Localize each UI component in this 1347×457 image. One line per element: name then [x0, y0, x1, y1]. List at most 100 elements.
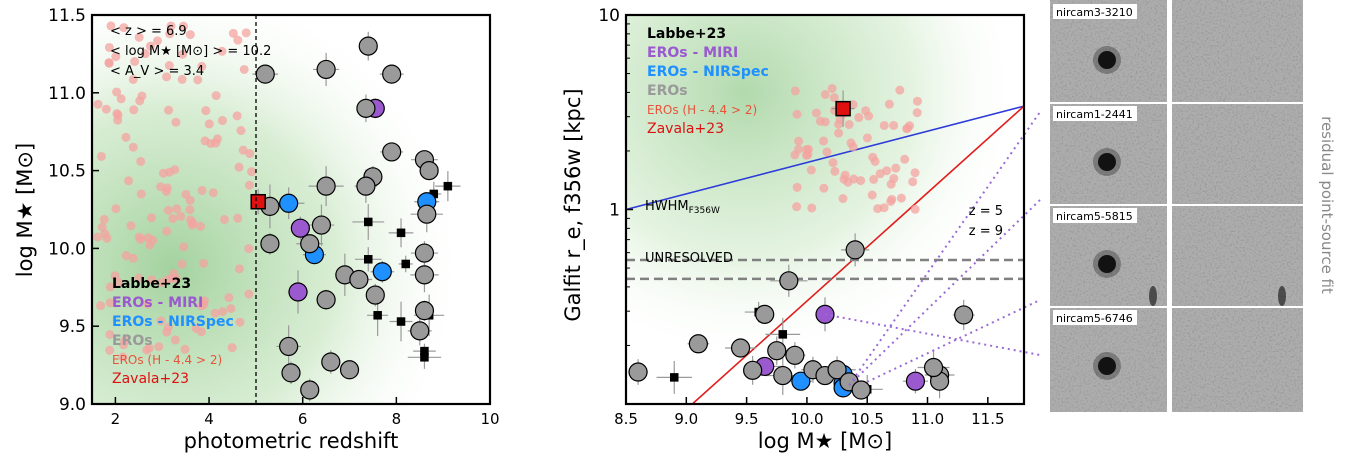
cutout-label-background	[1053, 4, 1137, 19]
data-point-labbe-23	[364, 217, 373, 227]
data-point-eros	[414, 243, 435, 263]
legend-entry: EROs (H - 4.4 > 2)	[647, 103, 757, 117]
background-ero-point	[244, 289, 254, 299]
background-ero-point	[177, 259, 187, 269]
background-ero-point	[162, 72, 172, 82]
background-ero-point	[794, 136, 804, 146]
background-ero-point	[829, 93, 839, 103]
cutout-grid: nircam3-3210 nircam1-2441 nircam5-5815 nirc…	[1050, 0, 1303, 412]
cutout-residual-feature	[1278, 286, 1286, 306]
background-ero-point	[792, 182, 802, 192]
background-ero-point	[180, 344, 190, 354]
background-ero-point	[219, 214, 229, 224]
left-x-axis-label: photometric redshift	[184, 429, 399, 453]
background-ero-point	[887, 194, 897, 204]
data-point-eros-nirspec	[791, 371, 811, 391]
background-ero-point	[896, 193, 906, 203]
background-ero-point	[856, 176, 866, 186]
background-ero-point	[790, 86, 800, 96]
background-ero-point	[169, 268, 179, 278]
background-ero-point	[135, 96, 145, 106]
background-ero-point	[204, 119, 214, 129]
x-tick-label: 6	[298, 410, 308, 428]
background-ero-point	[105, 345, 115, 355]
background-ero-point	[177, 74, 187, 84]
background-ero-point	[891, 163, 901, 173]
background-ero-point	[134, 273, 144, 283]
cutout-source-halo	[1093, 148, 1121, 176]
background-ero-point	[111, 204, 121, 214]
background-ero-point	[861, 106, 871, 116]
background-ero-point	[130, 57, 140, 67]
background-ero-point	[867, 190, 877, 200]
hwhm-label-main: HWHM	[645, 199, 689, 214]
data-point-eros-miri	[290, 218, 310, 238]
cutout-residual-feature	[1149, 286, 1157, 306]
data-point-eros-miri	[288, 282, 308, 302]
data-point-eros-nirspec	[279, 193, 299, 213]
background-ero-point	[912, 96, 922, 106]
cutout-source	[1098, 51, 1116, 69]
background-ero-point	[178, 49, 188, 59]
background-ero-point	[185, 195, 195, 205]
background-ero-point	[895, 85, 905, 95]
background-ero-point	[136, 189, 146, 199]
background-ero-point	[792, 202, 802, 212]
x-tick-label: 8	[392, 410, 402, 428]
data-point-eros	[316, 176, 336, 196]
cutout-link-line	[848, 199, 1041, 386]
background-ero-point	[870, 156, 880, 166]
cutout-row-divider	[1050, 204, 1303, 206]
cutout-source	[1098, 357, 1116, 375]
cutout-row-divider	[1050, 306, 1303, 308]
data-point-eros	[845, 240, 865, 260]
y-tick-label: 10.0	[48, 239, 86, 259]
background-ero-point	[121, 132, 131, 142]
z5-line-label: z = 5	[969, 204, 1003, 219]
background-ero-point	[830, 166, 840, 176]
background-ero-point	[187, 220, 197, 230]
background-ero-point	[185, 205, 195, 215]
background-ero-point	[806, 165, 816, 175]
background-ero-point	[846, 138, 856, 148]
background-ero-point	[910, 204, 920, 214]
background-ero-point	[210, 308, 220, 318]
x-tick-label: 11.5	[971, 410, 1004, 428]
background-ero-point	[113, 277, 123, 287]
background-ero-point	[844, 120, 854, 130]
data-point-eros-miri	[905, 371, 926, 391]
background-ero-point	[119, 340, 129, 350]
data-point-eros	[851, 380, 871, 400]
background-ero-point	[185, 30, 195, 40]
cutout-source-halo	[1093, 250, 1121, 278]
data-point-eros	[321, 352, 341, 372]
background-ero-point	[164, 60, 174, 70]
left-legend: Labbe+23 EROs - MIRI EROs - NIRSpec EROs ERO…	[112, 276, 234, 387]
background-ero-point	[128, 142, 138, 152]
annotation-mean-mass: < log M★ [M⊙] > = 10.2	[110, 44, 271, 59]
background-ero-point	[197, 61, 207, 71]
background-ero-point	[166, 21, 176, 31]
cutout-source-halo	[1093, 352, 1121, 380]
background-ero-point	[900, 154, 910, 164]
background-ero-point	[217, 116, 227, 126]
data-point-eros	[785, 345, 805, 365]
y-tick-label: 9.0	[59, 395, 86, 415]
background-ero-point	[162, 226, 172, 236]
background-ero-point	[163, 205, 173, 215]
background-ero-point	[875, 169, 885, 179]
data-point-eros	[316, 59, 336, 80]
background-ero-point	[104, 58, 114, 68]
hwhm-label: HWHMF356W	[645, 199, 720, 216]
background-ero-point	[819, 183, 829, 193]
y-tick-label: 11.5	[48, 6, 86, 26]
background-ero-point	[908, 177, 918, 187]
background-ero-point	[129, 105, 139, 115]
background-ero-point	[822, 147, 832, 157]
left-plot-frame	[90, 13, 492, 406]
data-point-eros	[414, 265, 435, 285]
background-ero-point	[241, 28, 251, 38]
background-ero-point	[191, 323, 201, 333]
unresolved-label: UNRESOLVED	[645, 251, 733, 266]
